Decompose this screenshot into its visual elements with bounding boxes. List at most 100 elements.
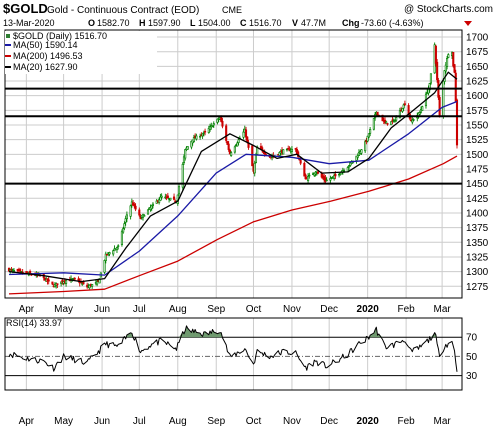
- candle-up: [447, 54, 450, 58]
- candle-up: [242, 131, 245, 138]
- candle-down: [51, 281, 54, 285]
- price-tick-label: 1600: [466, 91, 489, 102]
- price-tick-label: 1500: [466, 150, 489, 161]
- price-tick-label: 1625: [466, 77, 489, 88]
- candle-up: [115, 247, 119, 251]
- ma20-line: [8, 71, 458, 283]
- candle-down: [105, 253, 109, 256]
- candle-up: [96, 281, 99, 285]
- legend-ma20: MA(20) 1627.90: [13, 62, 78, 72]
- candle-up: [177, 186, 181, 195]
- price-tick-label: 1350: [466, 238, 489, 249]
- candle-up: [129, 205, 132, 217]
- ma200-line: [8, 155, 458, 295]
- price-tick-label: 1475: [466, 164, 489, 175]
- candle-up: [201, 133, 204, 137]
- rsi-panel: 30 50 70: [4, 317, 478, 391]
- x-axis-tick-label-top: Feb: [398, 304, 416, 315]
- candle-up: [158, 199, 161, 203]
- candle-up: [343, 170, 346, 172]
- candle-down: [386, 123, 389, 125]
- candle-up: [212, 123, 215, 126]
- candle-down: [133, 203, 136, 207]
- price-tick-label: 1650: [466, 62, 489, 73]
- x-axis-tick-label-top: Mar: [433, 304, 451, 315]
- candle-up: [357, 152, 361, 156]
- candle-up: [446, 58, 449, 67]
- x-axis-tick-label-bottom: Apr: [19, 416, 35, 427]
- price-tick-label: 1400: [466, 208, 489, 219]
- price-tick-label: 1450: [466, 179, 489, 190]
- x-axis-tick-label-top: Jul: [133, 304, 146, 315]
- x-axis-tick-label-bottom: Sep: [207, 416, 225, 427]
- candle-up: [199, 135, 202, 138]
- x-axis-tick-label-bottom: May: [54, 416, 73, 427]
- candle-down: [166, 195, 169, 199]
- candle-up: [62, 281, 65, 284]
- candle-up: [211, 125, 214, 128]
- change-down-arrow-icon: [464, 21, 472, 26]
- x-axis-tick-label-bottom: Jun: [94, 416, 110, 427]
- candle-down: [47, 279, 50, 282]
- candle-up: [65, 280, 68, 284]
- legend-ma200: MA(200) 1496.53: [13, 51, 83, 61]
- candle-up: [254, 154, 258, 163]
- candle-down: [173, 196, 176, 200]
- price-tick-label: 1375: [466, 223, 489, 234]
- candle-up: [237, 139, 240, 143]
- candle-down: [226, 141, 229, 145]
- candle-up: [230, 152, 233, 156]
- candle-down: [316, 171, 320, 174]
- candle-up: [143, 215, 146, 217]
- candle-up: [444, 64, 447, 72]
- candle-up: [411, 119, 414, 123]
- candle-up: [402, 104, 405, 109]
- candle-up: [192, 137, 195, 142]
- candle-up: [216, 118, 219, 123]
- candle-down: [304, 174, 307, 180]
- quote-date: 13-Mar-2020: [3, 18, 55, 28]
- candle-down: [376, 111, 379, 116]
- candle-down: [25, 271, 28, 274]
- candle-up: [146, 209, 150, 215]
- candle-up: [390, 121, 393, 126]
- candle-down: [436, 61, 439, 81]
- candle-up: [308, 174, 311, 177]
- candle-up: [366, 135, 369, 142]
- candle-up: [360, 149, 363, 154]
- price-panel-frame: [4, 29, 463, 299]
- candle-up: [207, 128, 210, 133]
- x-axis-tick-label-bottom: Aug: [169, 416, 187, 427]
- candle-up: [233, 146, 236, 153]
- candle-up: [125, 214, 128, 220]
- candle-up: [155, 200, 158, 204]
- candle-up: [429, 73, 432, 84]
- rsi-tick-label: 70: [466, 333, 478, 344]
- x-axis-tick-label-top: Sep: [207, 304, 225, 315]
- price-tick-label: 1275: [466, 282, 489, 293]
- candle-up: [91, 284, 94, 287]
- stockcharts-watermark: @ StockCharts.com: [404, 4, 493, 15]
- close-label: C: [240, 18, 247, 28]
- candle-up: [428, 83, 431, 91]
- candle-up: [442, 80, 445, 117]
- candle-down: [246, 136, 249, 143]
- legend-background: [5, 31, 157, 74]
- candle-up: [395, 117, 398, 121]
- price-tick-label: 1325: [466, 252, 489, 263]
- candle-up: [325, 179, 328, 182]
- exchange-label: CME: [222, 5, 242, 15]
- candle-down: [251, 145, 254, 167]
- x-axis-tick-label-bottom: Feb: [398, 416, 416, 427]
- contract-description: Gold - Continuous Contract (EOD): [47, 5, 199, 16]
- legend-price-swatch: [6, 34, 10, 38]
- candle-down: [227, 143, 230, 150]
- price-tick-label: 1425: [466, 194, 489, 205]
- candle-up: [333, 175, 336, 179]
- candle-up: [208, 126, 212, 130]
- candle-up: [190, 140, 193, 148]
- rsi-tick-label: 50: [466, 352, 478, 363]
- candle-up: [122, 228, 125, 233]
- candle-down: [134, 205, 137, 210]
- candle-up: [108, 252, 111, 255]
